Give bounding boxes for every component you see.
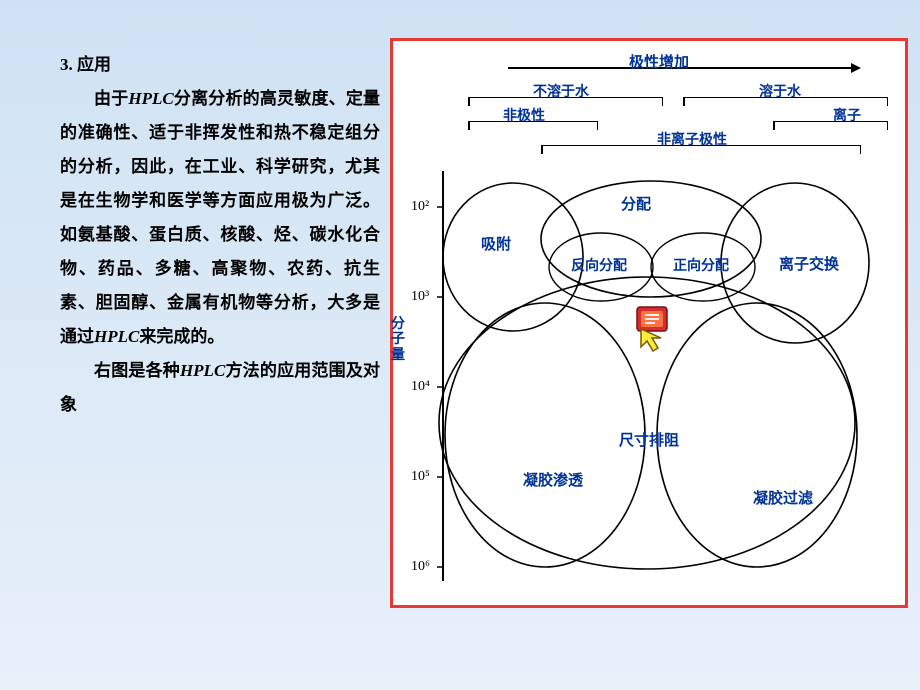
label-partition: 分配	[621, 193, 651, 214]
slide-page: 3. 应用 由于HPLC分离分析的高灵敏度、定量的准确性、适于非挥发性和热不稳定…	[0, 0, 920, 690]
label-ion-exchange: 离子交换	[779, 253, 839, 274]
ytick-5: 10⁶	[411, 559, 430, 575]
label-adsorption: 吸附	[481, 233, 511, 254]
p1-c: 来完成的。	[139, 327, 224, 346]
label-size-exclusion: 尺寸排阻	[619, 429, 679, 450]
label-normal: 正向分配	[673, 255, 729, 275]
yaxis-label-text: 分子量	[391, 317, 405, 363]
ytick-3: 10⁴	[411, 379, 430, 395]
diagram-panel: 极性增加 不溶于水 溶于水 非极性 离子 非离子极性	[390, 38, 908, 608]
text-column: 3. 应用 由于HPLC分离分析的高灵敏度、定量的准确性、适于非挥发性和热不稳定…	[0, 0, 390, 690]
paragraph-2: 右图是各种HPLC方法的应用范围及对象	[60, 354, 380, 422]
hplc-term-2: HPLC	[94, 327, 139, 346]
cursor-icon	[631, 303, 675, 353]
paragraph-1: 由于HPLC分离分析的高灵敏度、定量的准确性、适于非挥发性和热不稳定组分的分析，…	[60, 82, 380, 354]
label-gel-filtration: 凝胶过滤	[753, 487, 813, 508]
yaxis-label: 分子量	[391, 317, 405, 363]
ytick-2: 10³	[411, 289, 429, 305]
label-reversed: 反向分配	[571, 255, 627, 275]
p1-a: 由于	[94, 89, 128, 108]
ytick-4: 10⁵	[411, 469, 430, 485]
p1-b: 分离分析的高灵敏度、定量的准确性、适于非挥发性和热不稳定组分的分析，因此，在工业…	[60, 89, 380, 346]
hplc-term-3: HPLC	[180, 361, 225, 380]
ytick-1: 10²	[411, 199, 429, 215]
hplc-term-1: HPLC	[128, 89, 173, 108]
p2-a: 右图是各种	[94, 361, 180, 380]
label-gel-permeation: 凝胶渗透	[523, 469, 583, 490]
heading: 3. 应用	[60, 48, 380, 82]
